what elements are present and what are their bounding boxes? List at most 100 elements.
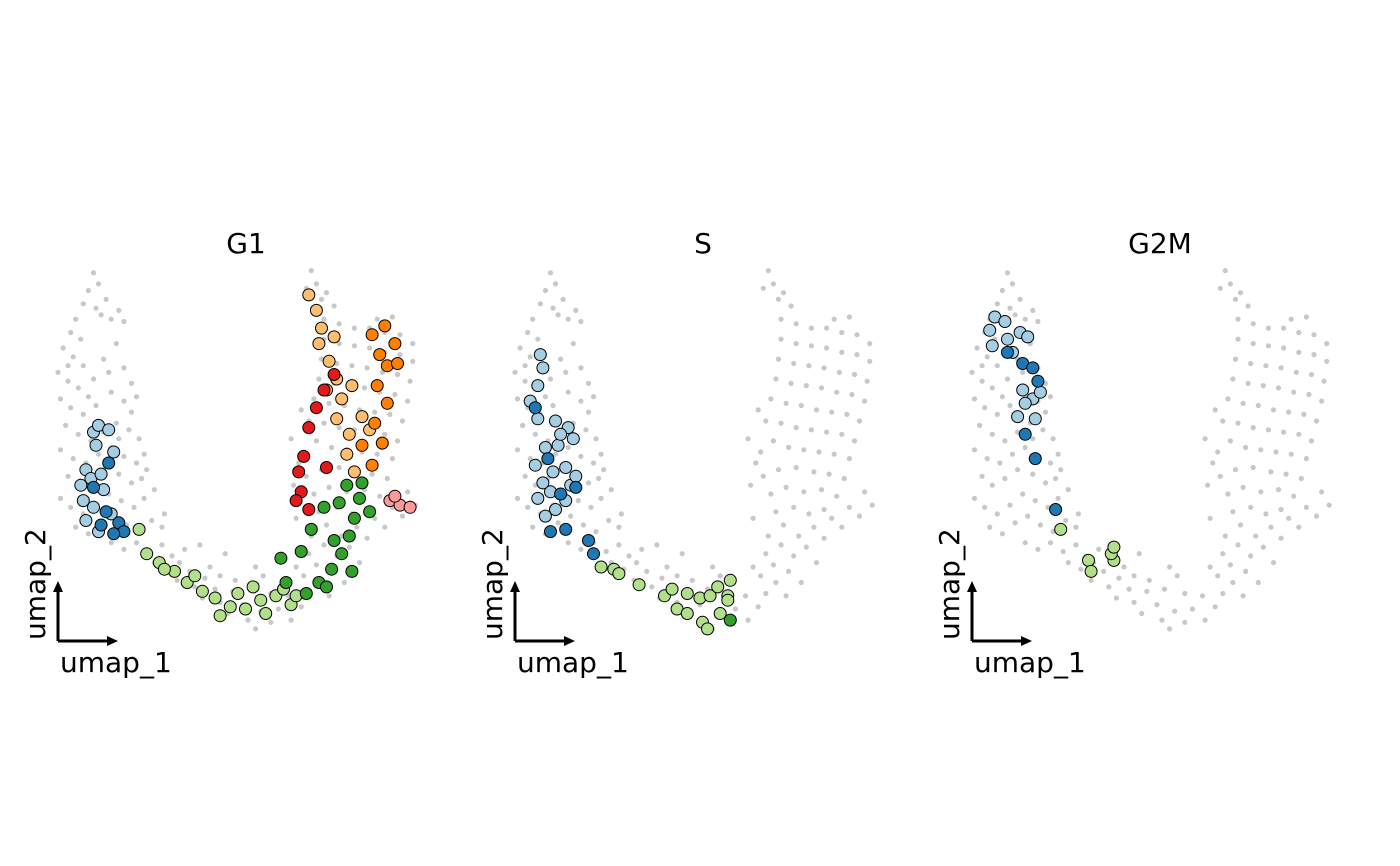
background-cell-point (971, 396, 978, 402)
cell-point (231, 587, 245, 600)
background-cell-point (520, 422, 526, 428)
cell-point (665, 582, 679, 596)
highlighted-cells (523, 348, 737, 636)
cell-point (1016, 383, 1030, 397)
background-cell-point (1050, 436, 1056, 442)
background-cell-point (245, 617, 251, 623)
cell-point (998, 315, 1012, 328)
background-cell-point (578, 318, 584, 325)
background-cell-point (326, 593, 332, 599)
background-cell-point (1237, 522, 1244, 528)
background-cell-point (128, 409, 135, 415)
cell-point (375, 436, 389, 450)
cell-point (342, 529, 356, 543)
background-cell-point (775, 467, 782, 473)
cell-point (1033, 385, 1047, 399)
background-cell-point (212, 586, 218, 592)
background-cell-point (106, 369, 112, 375)
background-cell-point (1240, 593, 1246, 599)
background-cell-point (329, 444, 335, 451)
cell-point (680, 607, 694, 620)
background-cell-point (679, 551, 685, 557)
background-cell-point (1106, 584, 1112, 590)
background-cell-point (202, 575, 208, 581)
background-cell-point (1296, 349, 1302, 355)
background-cell-point (336, 321, 342, 327)
background-cell-point (80, 363, 86, 369)
background-cell-point (1073, 524, 1079, 530)
background-cell-point (108, 316, 114, 322)
background-cell-point (1047, 394, 1054, 400)
background-cell-point (1007, 402, 1013, 409)
background-cell-point (372, 515, 378, 521)
background-cell-point (1217, 473, 1223, 479)
background-cell-point (1260, 383, 1266, 389)
cell-point (569, 480, 583, 494)
cell-point (365, 458, 379, 472)
cell-point (531, 412, 545, 426)
background-cell-point (149, 517, 155, 524)
background-cell-point (689, 577, 695, 583)
background-cell-point (989, 482, 995, 488)
background-cell-point (85, 531, 91, 537)
y-axis-label: umap_2 (933, 528, 966, 640)
background-cell-point (1126, 586, 1132, 592)
background-cell-point (288, 617, 294, 623)
cell-point (1028, 412, 1042, 426)
background-cell-point (128, 380, 135, 386)
cell-point (302, 421, 316, 435)
background-cell-point (57, 396, 64, 402)
background-cell-point (253, 626, 259, 632)
background-cell-point (1278, 365, 1284, 371)
background-cell-point (826, 471, 832, 477)
cell-point (1011, 410, 1025, 424)
background-cell-point (1022, 444, 1028, 451)
background-cell-point (407, 378, 413, 384)
background-cell-point (1235, 336, 1241, 342)
background-cell-point (783, 484, 789, 490)
background-cell-point (1167, 626, 1173, 632)
background-cell-point (793, 425, 799, 431)
cell-point (355, 438, 369, 452)
background-cell-point (798, 579, 804, 586)
background-cell-point (573, 307, 579, 313)
background-cell-point (994, 363, 1000, 369)
cell-point (612, 567, 626, 581)
background-cell-point (405, 489, 411, 495)
background-cell-point (565, 389, 571, 395)
cell-point (723, 613, 737, 627)
background-cell-point (336, 425, 342, 431)
cell-point (317, 383, 331, 397)
background-cell-point (1116, 575, 1122, 581)
background-cell-point (1298, 475, 1304, 482)
background-cell-point (854, 332, 860, 338)
cell-point (94, 518, 108, 532)
cell-point (188, 569, 202, 583)
background-cell-point (326, 484, 332, 490)
cell-point (1018, 427, 1032, 441)
background-cell-point (1078, 566, 1084, 572)
cell-point (320, 461, 333, 474)
y-axis-label: umap_2 (19, 528, 52, 640)
background-cell-point (313, 281, 319, 287)
background-cell-point (1144, 588, 1150, 594)
background-cell-point (750, 564, 756, 570)
background-cell-point (399, 513, 406, 519)
background-cell-point (535, 336, 541, 342)
background-cell-point (1047, 540, 1054, 546)
background-cell-point (346, 544, 352, 550)
background-cell-point (392, 391, 398, 398)
background-cell-point (1296, 431, 1302, 437)
background-cell-point (1088, 577, 1094, 583)
cell-point (340, 447, 354, 461)
background-cell-point (999, 531, 1006, 537)
background-cell-point (659, 575, 665, 581)
background-cell-point (565, 540, 571, 546)
cell-point (536, 476, 550, 490)
background-cell-point (588, 504, 594, 510)
panel-title: G2M (1128, 227, 1192, 260)
background-cell-point (1303, 504, 1309, 510)
background-cell-point (821, 365, 827, 371)
background-cell-point (394, 438, 401, 444)
background-cell-point (856, 418, 863, 424)
